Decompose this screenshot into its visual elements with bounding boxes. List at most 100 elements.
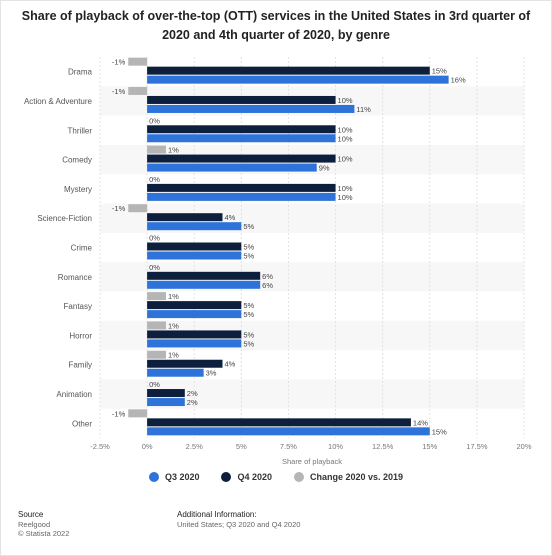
legend-label-change: Change 2020 vs. 2019 [310, 472, 404, 482]
additional-info-text: United States; Q3 2020 and Q4 2020 [177, 519, 301, 529]
data-label-change-2020-vs-2019-fantasy: 1% [168, 292, 179, 301]
data-label-change-2020-vs-2019-drama: -1% [112, 58, 126, 67]
source-name[interactable]: Reelgood [18, 519, 51, 529]
legend-item-change[interactable]: Change 2020 vs. 2019 [294, 472, 403, 482]
x-tick-label: 2.5% [186, 442, 203, 451]
category-label-fantasy: Fantasy [64, 302, 92, 311]
chart-title: Share of playback of over-the-top (OTT) … [21, 9, 531, 42]
bar-change-2020-vs-2019-science-fiction [128, 204, 148, 213]
data-label-change-2020-vs-2019-romance: 0% [149, 263, 160, 272]
data-label-q3-2020-horror: 5% [243, 339, 254, 348]
copyright[interactable]: © Statista 2022 [18, 529, 70, 538]
bar-q4-2020-mystery [147, 183, 336, 192]
bar-q3-2020-family [147, 368, 204, 377]
data-label-q4-2020-science-fiction: 4% [224, 213, 235, 222]
x-tick-label: 0% [142, 442, 153, 451]
bar-q3-2020-drama [147, 75, 449, 84]
data-label-change-2020-vs-2019-family: 1% [168, 351, 179, 360]
data-label-q4-2020-action-adventure: 10% [338, 96, 353, 105]
bar-q3-2020-comedy [147, 163, 317, 172]
data-label-change-2020-vs-2019-action-adventure: -1% [112, 87, 126, 96]
data-label-q4-2020-comedy: 10% [338, 155, 353, 164]
data-label-q4-2020-fantasy: 5% [243, 301, 254, 310]
bar-change-2020-vs-2019-family [147, 350, 166, 359]
category-label-horror: Horror [69, 331, 92, 340]
bar-q3-2020-crime [147, 251, 242, 260]
category-label-action-adventure: Action & Adventure [24, 97, 93, 106]
category-label-drama: Drama [68, 68, 93, 77]
additional-info-header: Additional Information: [177, 510, 257, 519]
chart-legend: Q3 2020 Q4 2020 Change 2020 vs. 2019 [0, 472, 552, 482]
data-label-q3-2020-action-adventure: 11% [356, 105, 371, 114]
bar-q4-2020-comedy [147, 154, 336, 163]
data-label-q3-2020-animation: 2% [187, 398, 198, 407]
data-label-q4-2020-crime: 5% [243, 243, 254, 252]
data-label-q3-2020-fantasy: 5% [243, 310, 254, 319]
data-label-q4-2020-romance: 6% [262, 272, 273, 281]
data-label-q3-2020-crime: 5% [243, 252, 254, 261]
data-label-q3-2020-romance: 6% [262, 281, 273, 290]
bar-q3-2020-fantasy [147, 310, 242, 319]
bar-q4-2020-drama [147, 66, 430, 75]
bar-q4-2020-animation [147, 389, 185, 398]
category-label-crime: Crime [71, 244, 93, 253]
data-label-change-2020-vs-2019-animation: 0% [149, 380, 160, 389]
data-label-q4-2020-horror: 5% [243, 330, 254, 339]
x-axis-title: Share of playback [282, 457, 342, 466]
bar-q4-2020-fantasy [147, 301, 242, 310]
data-label-q3-2020-comedy: 9% [319, 164, 330, 173]
x-tick-label: 17.5% [466, 442, 488, 451]
bar-q3-2020-other [147, 427, 430, 436]
data-label-change-2020-vs-2019-comedy: 1% [168, 146, 179, 155]
legend-item-q4-2020[interactable]: Q4 2020 [221, 472, 272, 482]
bar-q3-2020-thriller [147, 134, 336, 143]
x-tick-label: -2.5% [90, 442, 110, 451]
data-label-q4-2020-other: 14% [413, 418, 428, 427]
data-label-q4-2020-mystery: 10% [338, 184, 353, 193]
category-label-other: Other [72, 419, 92, 428]
legend-swatch-change [294, 472, 304, 482]
bar-change-2020-vs-2019-other [128, 409, 148, 418]
category-label-thriller: Thriller [68, 126, 93, 135]
bar-q4-2020-family [147, 359, 223, 368]
bar-q4-2020-other [147, 418, 411, 427]
bar-change-2020-vs-2019-horror [147, 321, 166, 330]
bar-q3-2020-romance [147, 280, 261, 289]
data-label-q3-2020-drama: 16% [451, 76, 466, 85]
x-tick-label: 20% [516, 442, 531, 451]
legend-item-q3-2020[interactable]: Q3 2020 [148, 472, 200, 482]
data-label-change-2020-vs-2019-horror: 1% [168, 321, 179, 330]
legend-swatch-q4-2020 [221, 472, 232, 482]
bar-change-2020-vs-2019-action-adventure [128, 86, 148, 95]
bar-q3-2020-science-fiction [147, 222, 242, 231]
bar-q3-2020-animation [147, 398, 185, 407]
category-label-science-fiction: Science-Fiction [37, 214, 92, 223]
legend-label-q3-2020: Q3 2020 [164, 472, 200, 482]
category-label-animation: Animation [56, 390, 92, 399]
x-tick-label: 7.5% [280, 442, 297, 451]
bar-q3-2020-mystery [147, 192, 336, 201]
data-label-q3-2020-family: 3% [206, 369, 217, 378]
data-label-q3-2020-thriller: 10% [338, 134, 353, 143]
data-label-q3-2020-other: 15% [432, 427, 447, 436]
category-label-family: Family [68, 361, 92, 370]
legend-label-q4-2020: Q4 2020 [237, 472, 272, 482]
x-tick-label: 15% [422, 442, 437, 451]
additional-info-block: Additional Information: United States; Q… [177, 510, 300, 529]
x-tick-label: 12.5% [372, 442, 394, 451]
data-label-q4-2020-family: 4% [224, 360, 235, 369]
data-label-change-2020-vs-2019-thriller: 0% [149, 116, 160, 125]
bar-q3-2020-horror [147, 339, 242, 348]
data-label-q4-2020-animation: 2% [187, 389, 198, 398]
bar-q3-2020-action-adventure [147, 104, 355, 113]
data-label-change-2020-vs-2019-science-fiction: -1% [112, 204, 126, 213]
data-label-change-2020-vs-2019-mystery: 0% [149, 175, 160, 184]
legend-swatch-q3-2020 [148, 472, 159, 482]
category-label-comedy: Comedy [62, 156, 92, 165]
bar-q4-2020-thriller [147, 125, 336, 134]
category-label-romance: Romance [58, 273, 93, 282]
data-label-q4-2020-drama: 15% [432, 67, 447, 76]
bar-q4-2020-crime [147, 242, 242, 251]
category-label-mystery: Mystery [64, 185, 92, 194]
